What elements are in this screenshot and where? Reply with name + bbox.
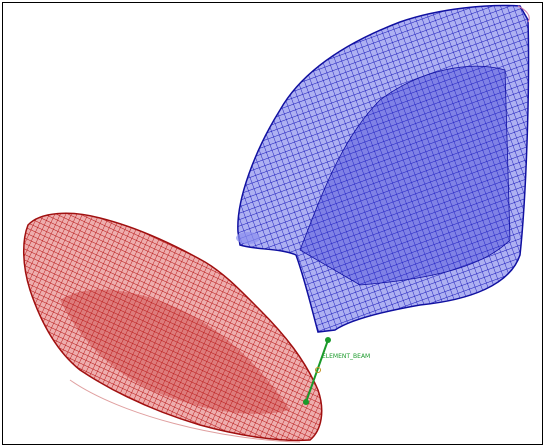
- beam-label: ELEMENT_BEAM: [322, 353, 370, 360]
- page: {"viewport": {"label": "ELEMENT_BEAM"}} …: [0, 0, 545, 447]
- viewport: ELEMENT_BEAM: [0, 0, 545, 447]
- hinge-part: [236, 232, 260, 244]
